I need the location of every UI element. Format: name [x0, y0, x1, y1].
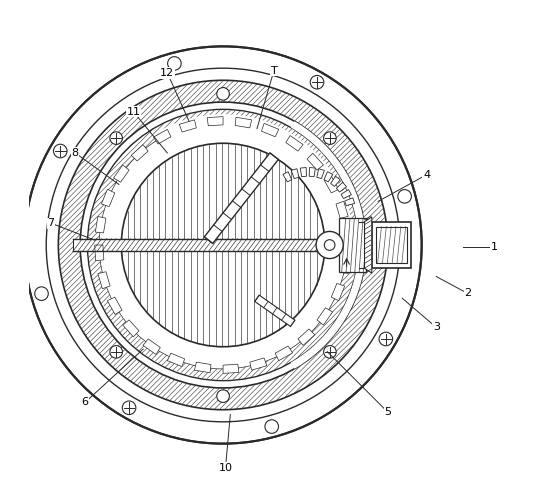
Polygon shape: [364, 217, 372, 273]
Polygon shape: [96, 217, 106, 233]
Polygon shape: [58, 80, 388, 410]
Circle shape: [379, 332, 393, 346]
Polygon shape: [179, 120, 197, 132]
Circle shape: [316, 231, 343, 259]
Polygon shape: [94, 245, 104, 261]
Polygon shape: [207, 117, 223, 126]
Bar: [376, 226, 407, 264]
Circle shape: [310, 75, 324, 89]
Polygon shape: [235, 117, 251, 128]
Text: 2: 2: [464, 289, 471, 298]
Text: 10: 10: [218, 463, 232, 473]
Polygon shape: [223, 364, 239, 373]
Circle shape: [217, 88, 229, 100]
Polygon shape: [143, 339, 160, 354]
Polygon shape: [309, 168, 315, 177]
Polygon shape: [317, 169, 324, 178]
Polygon shape: [87, 109, 359, 381]
Polygon shape: [317, 308, 332, 325]
Bar: [339, 219, 366, 271]
Circle shape: [58, 80, 388, 410]
Circle shape: [121, 143, 325, 347]
Text: 3: 3: [433, 322, 440, 332]
Polygon shape: [298, 329, 315, 345]
Polygon shape: [167, 353, 185, 367]
Polygon shape: [275, 346, 293, 361]
Polygon shape: [262, 123, 279, 137]
Circle shape: [99, 122, 346, 368]
Polygon shape: [324, 172, 333, 182]
Polygon shape: [250, 358, 267, 370]
Polygon shape: [98, 272, 110, 289]
Circle shape: [324, 345, 336, 358]
Polygon shape: [342, 229, 351, 245]
Circle shape: [110, 132, 123, 145]
Polygon shape: [331, 283, 345, 301]
Polygon shape: [300, 168, 306, 177]
Polygon shape: [255, 295, 295, 326]
Polygon shape: [336, 201, 348, 218]
Polygon shape: [291, 169, 299, 178]
Polygon shape: [194, 362, 211, 373]
Bar: [372, 222, 411, 268]
Polygon shape: [108, 297, 122, 315]
Polygon shape: [286, 136, 303, 151]
Polygon shape: [113, 165, 129, 182]
Polygon shape: [341, 190, 351, 198]
Text: 6: 6: [81, 397, 89, 408]
Circle shape: [35, 287, 48, 300]
Polygon shape: [291, 121, 366, 369]
Polygon shape: [331, 176, 340, 186]
Text: 4: 4: [423, 170, 430, 180]
Circle shape: [324, 240, 335, 250]
Polygon shape: [102, 189, 115, 207]
Polygon shape: [340, 257, 351, 273]
Polygon shape: [283, 172, 292, 182]
Circle shape: [217, 390, 229, 402]
Circle shape: [110, 345, 123, 358]
Circle shape: [122, 401, 136, 415]
Circle shape: [54, 144, 67, 158]
Circle shape: [324, 132, 336, 145]
Polygon shape: [204, 153, 279, 244]
Polygon shape: [123, 320, 139, 337]
Circle shape: [398, 190, 412, 203]
Circle shape: [24, 47, 422, 443]
Polygon shape: [337, 182, 346, 192]
Text: 8: 8: [72, 148, 79, 158]
Text: 11: 11: [127, 107, 141, 117]
Polygon shape: [157, 114, 353, 235]
Polygon shape: [324, 175, 339, 193]
Text: 12: 12: [160, 68, 174, 78]
Text: 1: 1: [491, 243, 498, 252]
Polygon shape: [131, 145, 148, 161]
Polygon shape: [345, 198, 355, 206]
Circle shape: [168, 57, 181, 70]
Text: T: T: [270, 66, 277, 75]
Text: 7: 7: [48, 218, 55, 228]
Text: 5: 5: [384, 407, 392, 417]
Bar: [73, 239, 334, 251]
Polygon shape: [154, 129, 171, 144]
Polygon shape: [307, 153, 324, 170]
Circle shape: [265, 420, 279, 433]
